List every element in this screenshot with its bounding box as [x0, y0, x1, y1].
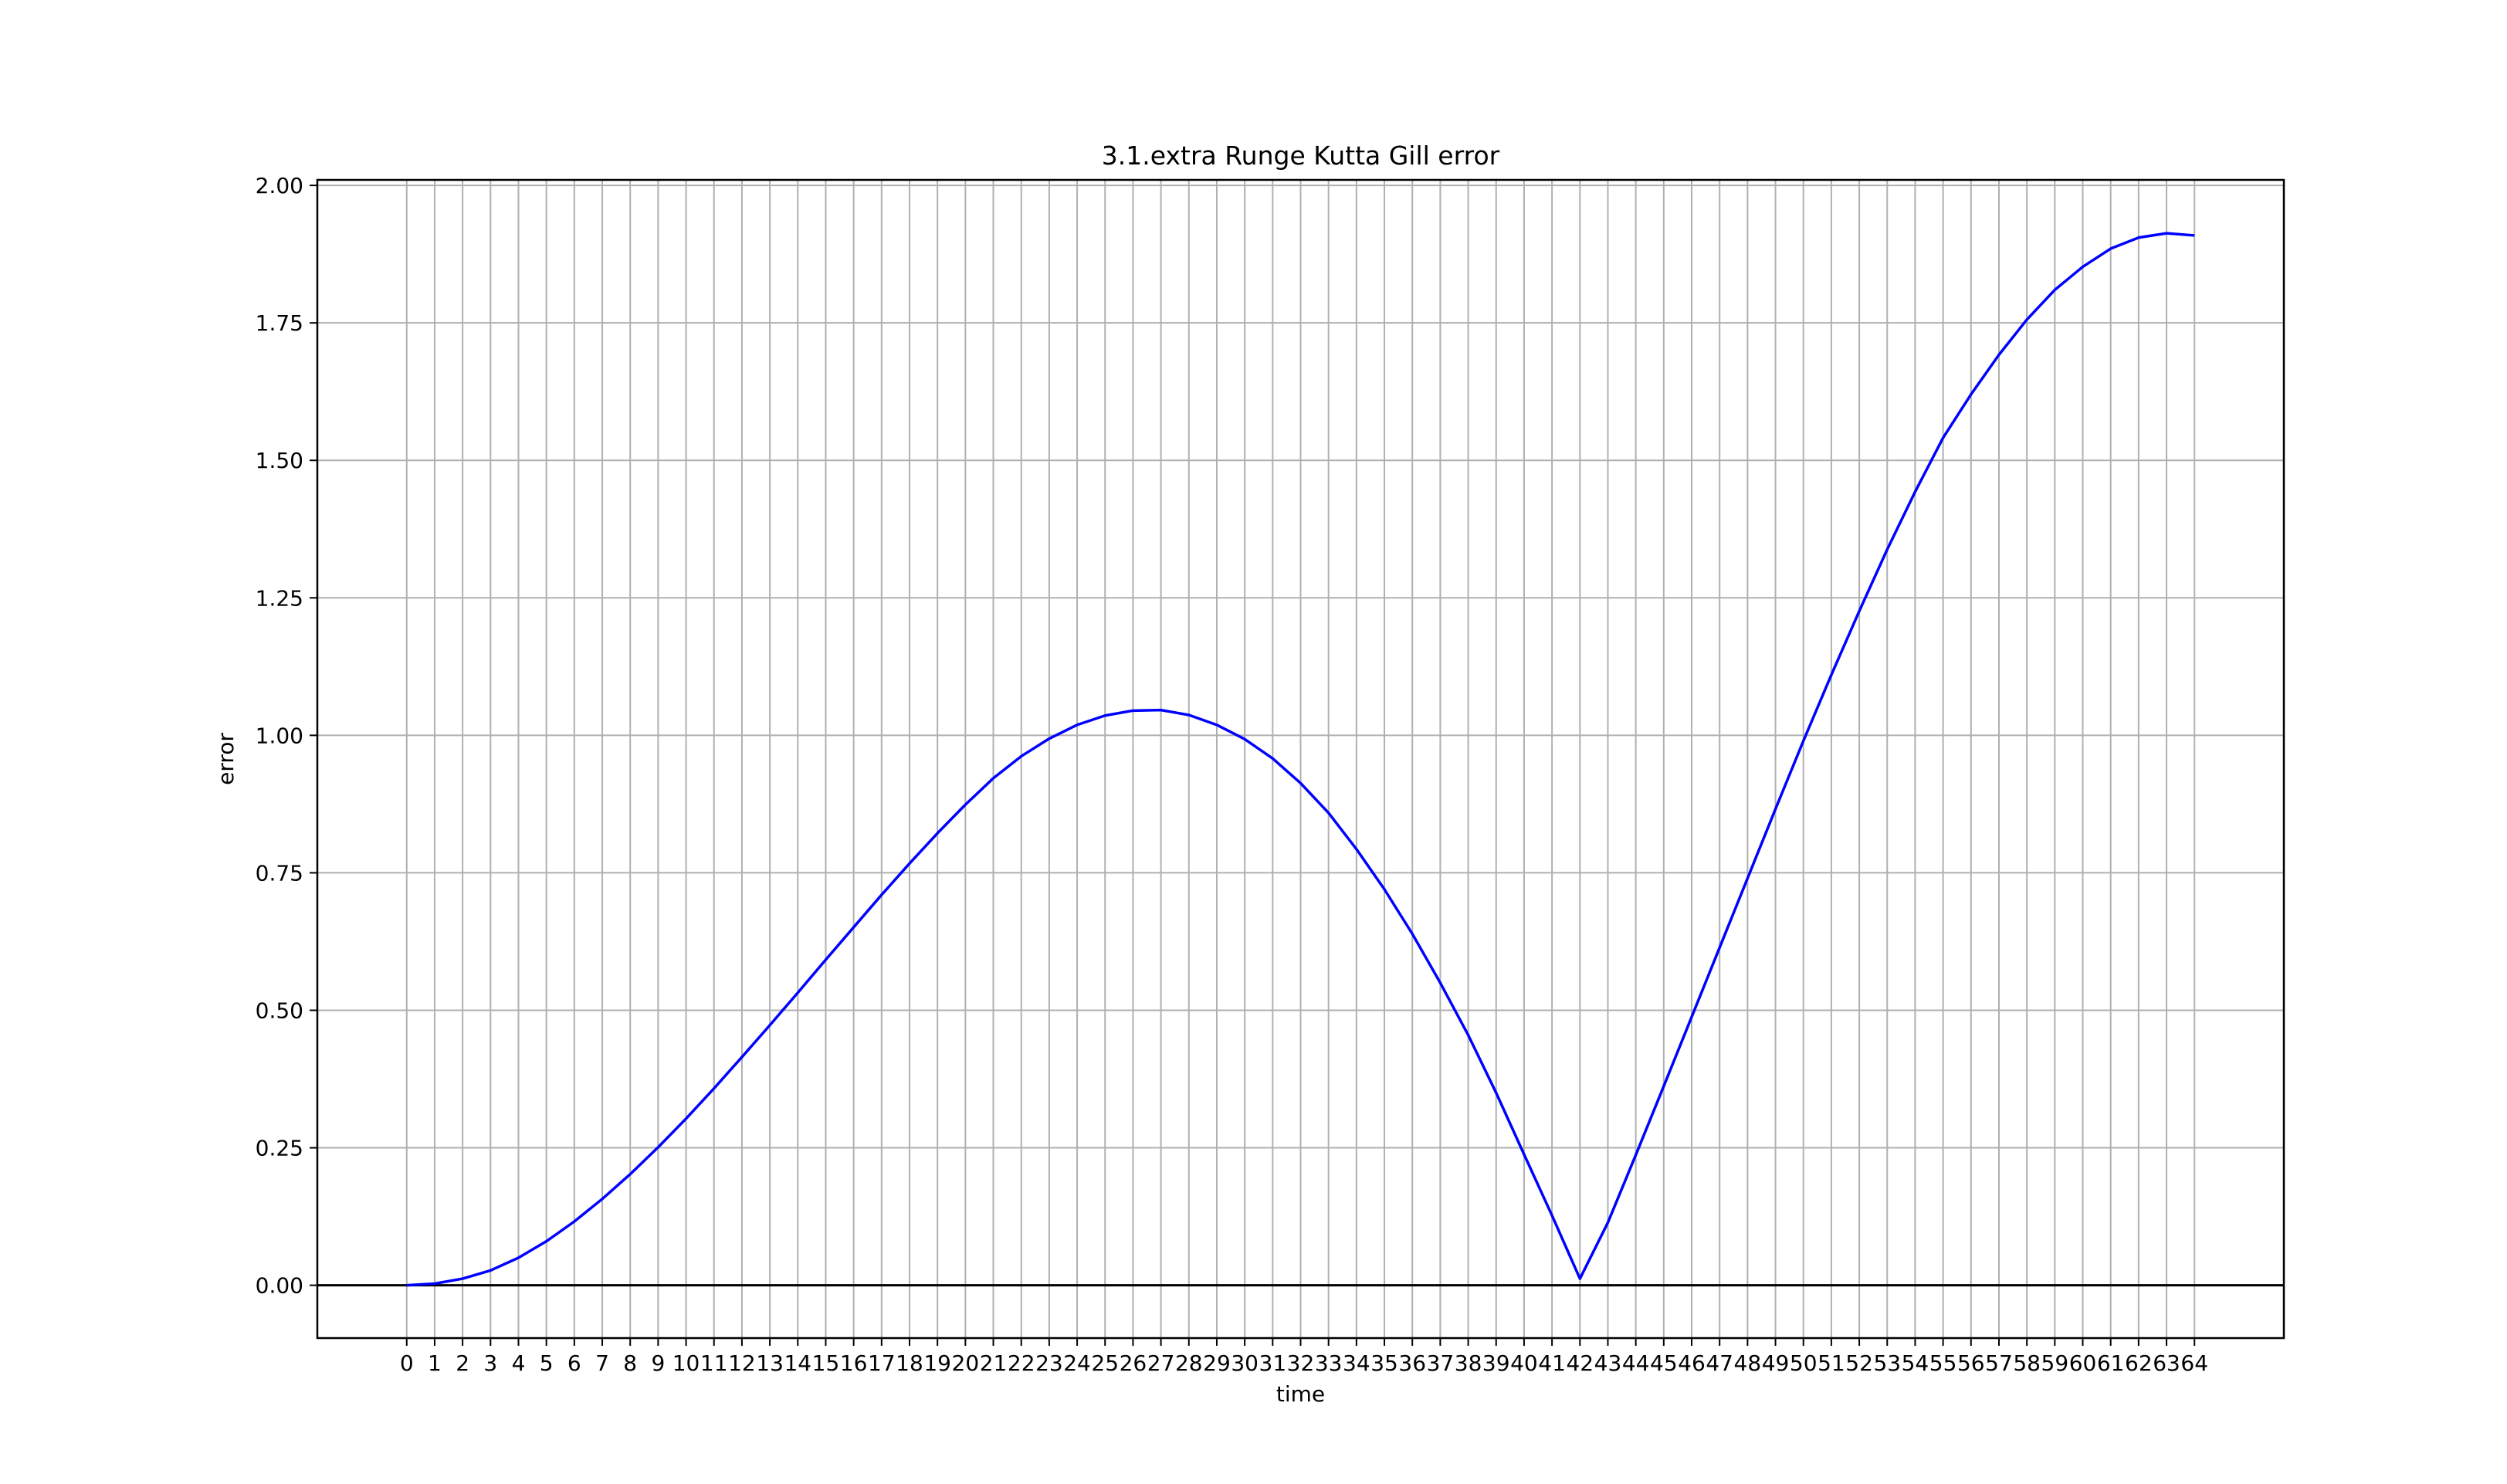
y-tick-label: 2.00	[256, 173, 303, 198]
x-tick-label: 47	[1706, 1350, 1733, 1376]
x-axis-label: time	[1276, 1381, 1325, 1407]
x-tick-label: 39	[1482, 1350, 1510, 1376]
x-tick-label: 37	[1427, 1350, 1455, 1376]
x-tick-label: 50	[1790, 1350, 1818, 1376]
x-tick-label: 27	[1147, 1350, 1175, 1376]
x-tick-label: 19	[923, 1350, 951, 1376]
x-tick-label: 15	[812, 1350, 840, 1376]
x-tick-label: 35	[1370, 1350, 1398, 1376]
y-axis-label: error	[213, 733, 239, 785]
x-tick-label: 14	[784, 1350, 811, 1376]
x-tick-label: 23	[1035, 1350, 1063, 1376]
x-tick-label: 48	[1734, 1350, 1762, 1376]
x-tick-label: 2	[456, 1350, 469, 1376]
x-tick-label: 60	[2069, 1350, 2097, 1376]
x-tick-label: 7	[595, 1350, 609, 1376]
x-tick-label: 45	[1650, 1350, 1678, 1376]
x-tick-label: 5	[540, 1350, 554, 1376]
x-tick-label: 6	[567, 1350, 581, 1376]
x-tick-label: 20	[952, 1350, 980, 1376]
x-tick-label: 34	[1343, 1350, 1370, 1376]
y-tick-label: 1.25	[256, 585, 303, 611]
x-tick-label: 44	[1622, 1350, 1650, 1376]
x-tick-label: 55	[1929, 1350, 1957, 1376]
x-axis-ticks: 0 1 2 3 4 5 6 7 8 9 10 11 12 13 14 15 16 17 18 19 20 21 22 23 24…	[400, 1338, 2208, 1376]
y-tick-label: 0.25	[256, 1136, 303, 1161]
x-tick-label: 3	[483, 1350, 497, 1376]
error-series-line	[406, 232, 2195, 1287]
x-tick-label: 11	[700, 1350, 728, 1376]
x-tick-label: 54	[1902, 1350, 1929, 1376]
x-tick-label: 29	[1203, 1350, 1231, 1376]
x-tick-label: 9	[651, 1350, 665, 1376]
chart-title: 3.1.extra Runge Kutta Gill error	[1102, 141, 1500, 171]
x-tick-label: 30	[1231, 1350, 1259, 1376]
x-tick-label: 0	[400, 1350, 414, 1376]
x-tick-label: 33	[1315, 1350, 1343, 1376]
x-tick-label: 31	[1259, 1350, 1287, 1376]
x-tick-label: 61	[2097, 1350, 2125, 1376]
y-tick-label: 1.50	[256, 448, 303, 473]
x-tick-label: 64	[2180, 1350, 2208, 1376]
x-tick-label: 58	[2013, 1350, 2041, 1376]
x-tick-label: 38	[1455, 1350, 1482, 1376]
x-tick-label: 57	[1985, 1350, 2013, 1376]
x-tick-label: 41	[1538, 1350, 1566, 1376]
x-tick-label: 22	[1008, 1350, 1035, 1376]
x-tick-label: 51	[1818, 1350, 1845, 1376]
x-tick-label: 53	[1873, 1350, 1901, 1376]
x-tick-label: 32	[1287, 1350, 1315, 1376]
x-tick-label: 59	[2041, 1350, 2069, 1376]
x-tick-label: 12	[728, 1350, 756, 1376]
x-tick-label: 25	[1091, 1350, 1119, 1376]
x-tick-label: 46	[1678, 1350, 1706, 1376]
x-tick-label: 49	[1762, 1350, 1790, 1376]
y-tick-label: 0.50	[256, 998, 303, 1023]
y-tick-label: 0.00	[256, 1273, 303, 1299]
x-tick-label: 42	[1566, 1350, 1594, 1376]
x-tick-label: 17	[868, 1350, 896, 1376]
x-tick-label: 8	[623, 1350, 637, 1376]
y-axis-ticks: 0.00 0.25 0.50 0.75 1.00 1.25 1.50 1.75 2.00	[256, 173, 317, 1299]
x-tick-label: 43	[1594, 1350, 1622, 1376]
y-tick-label: 1.00	[256, 723, 303, 748]
y-tick-label: 1.75	[256, 310, 303, 336]
grid	[317, 180, 2284, 1338]
x-tick-label: 63	[2153, 1350, 2180, 1376]
y-tick-label: 0.75	[256, 860, 303, 886]
x-tick-label: 16	[840, 1350, 868, 1376]
x-tick-label: 52	[1845, 1350, 1873, 1376]
x-tick-label: 13	[756, 1350, 784, 1376]
series-group	[406, 232, 2195, 1287]
x-tick-label: 56	[1957, 1350, 1985, 1376]
x-tick-label: 40	[1510, 1350, 1538, 1376]
x-tick-label: 28	[1175, 1350, 1203, 1376]
x-tick-label: 18	[896, 1350, 923, 1376]
x-tick-label: 36	[1398, 1350, 1426, 1376]
x-tick-label: 24	[1063, 1350, 1091, 1376]
x-tick-label: 21	[980, 1350, 1008, 1376]
x-tick-label: 62	[2125, 1350, 2153, 1376]
x-tick-label: 4	[512, 1350, 526, 1376]
x-tick-label: 1	[428, 1350, 442, 1376]
x-tick-label: 10	[672, 1350, 700, 1376]
x-tick-label: 26	[1120, 1350, 1147, 1376]
